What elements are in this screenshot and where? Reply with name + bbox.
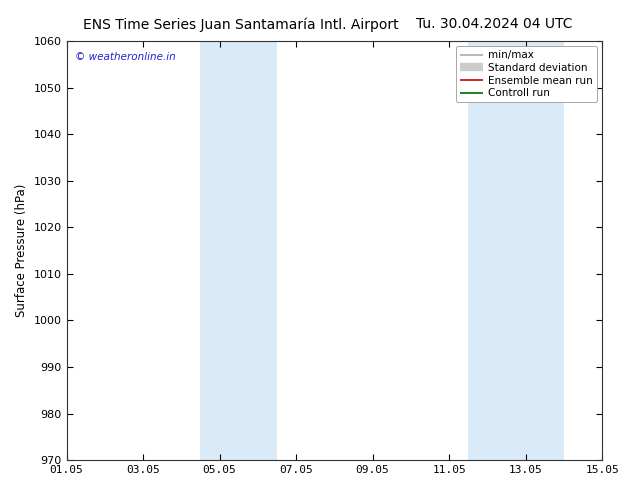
Legend: min/max, Standard deviation, Ensemble mean run, Controll run: min/max, Standard deviation, Ensemble me… <box>456 46 597 102</box>
Bar <box>469 41 564 460</box>
Text: Tu. 30.04.2024 04 UTC: Tu. 30.04.2024 04 UTC <box>417 17 573 31</box>
Y-axis label: Surface Pressure (hPa): Surface Pressure (hPa) <box>15 184 28 318</box>
Text: ENS Time Series Juan Santamaría Intl. Airport: ENS Time Series Juan Santamaría Intl. Ai… <box>83 17 399 32</box>
Text: © weatheronline.in: © weatheronline.in <box>75 51 176 62</box>
Bar <box>200 41 277 460</box>
